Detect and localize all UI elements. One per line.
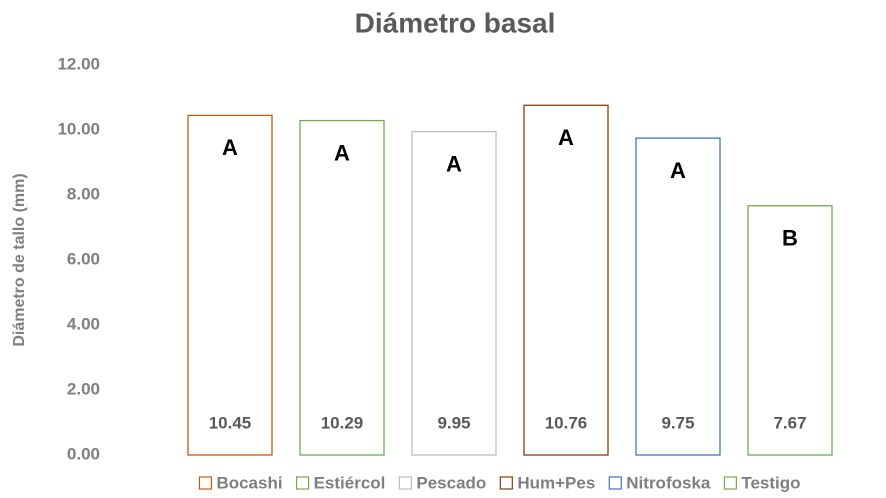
data-label: 10.45 (209, 413, 252, 432)
y-tick-label: 0.00 (67, 444, 100, 463)
data-label: 7.67 (773, 413, 806, 432)
legend-swatch (723, 476, 737, 490)
y-axis-label: Diámetro de tallo (mm) (11, 173, 28, 346)
legend-swatch (198, 476, 213, 490)
group-label: A (558, 125, 574, 150)
data-label: 10.76 (545, 413, 588, 432)
y-tick-label: 4.00 (67, 314, 100, 333)
group-label: A (334, 140, 350, 165)
group-label: A (222, 135, 238, 160)
group-label: B (782, 226, 798, 251)
chart-title: Diámetro basal (355, 7, 556, 38)
y-tick-label: 8.00 (67, 184, 100, 203)
bar (523, 104, 609, 456)
data-label: 9.75 (661, 413, 694, 432)
legend-swatch (398, 476, 412, 490)
legend-swatch (499, 476, 513, 490)
legend-label: Testigo (741, 473, 800, 492)
y-tick-label: 10.00 (57, 119, 100, 138)
legend-label: Nitrofoska (626, 473, 711, 492)
legend-label: Estiércol (314, 473, 386, 492)
group-label: A (446, 151, 462, 176)
data-label: 9.95 (437, 413, 470, 432)
group-label: A (670, 158, 686, 183)
bar (747, 205, 833, 456)
y-tick-label: 6.00 (67, 249, 100, 268)
legend-label: Bocashi (216, 473, 282, 492)
data-label: 10.29 (321, 413, 364, 432)
y-tick-label: 12.00 (57, 54, 100, 73)
legend-label: Hum+Pes (517, 473, 595, 492)
bar (635, 137, 721, 456)
bar (299, 119, 385, 456)
legend-swatch (295, 476, 310, 490)
y-tick-label: 2.00 (67, 379, 100, 398)
legend-swatch (608, 476, 622, 490)
legend-label: Pescado (416, 473, 486, 492)
bar (411, 130, 497, 456)
bar (187, 114, 273, 456)
